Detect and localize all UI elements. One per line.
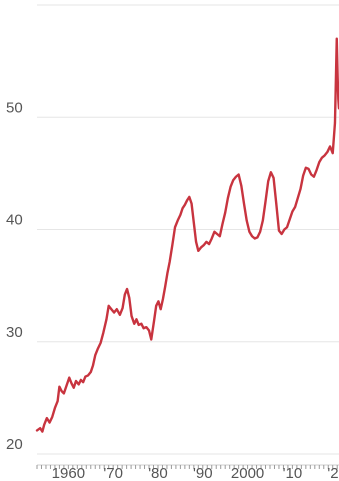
x-tick-label-2020: '20 (327, 465, 339, 481)
x-tick-label-1970: '70 (103, 465, 123, 481)
x-tick-label-1960: 1960 (52, 465, 85, 481)
gridlines (37, 4, 339, 455)
x-tick-label-2000: 2000 (231, 465, 264, 481)
x-tick-label-2010: '10 (283, 465, 303, 481)
x-tick-label-1980: '80 (148, 465, 168, 481)
y-tick-label-60: 60% (6, 0, 36, 4)
x-tick-label-1990: '90 (193, 465, 213, 481)
y-tick-label-50: 50 (6, 99, 23, 116)
y-tick-label-40: 40 (6, 212, 23, 229)
series-lines (35, 37, 339, 433)
series-line-0 (35, 37, 339, 433)
y-tick-label-30: 30 (6, 324, 23, 341)
y-tick-label-20: 20 (6, 436, 23, 453)
y-axis-tick-labels: 20 30 40 50 60% (6, 0, 36, 453)
x-axis: 1960 '70 '80 '90 2000 '10 '20 (36, 464, 339, 481)
